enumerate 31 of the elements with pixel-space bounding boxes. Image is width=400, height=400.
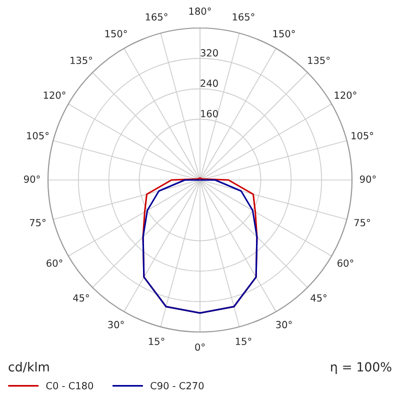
spoke-label: 60° bbox=[338, 259, 354, 267]
spoke-label: 45° bbox=[73, 294, 89, 302]
y-tick-label: 240 bbox=[200, 80, 218, 87]
spoke-label: 75° bbox=[354, 218, 370, 226]
spoke-label: 120° bbox=[334, 91, 356, 99]
legend-label: C0 - C180 bbox=[46, 382, 94, 390]
spoke-label: 150° bbox=[105, 30, 127, 38]
legend-label: C90 - C270 bbox=[150, 382, 204, 390]
text: η = 100% bbox=[331, 362, 392, 374]
y-tick-label: 160 bbox=[201, 110, 218, 118]
spoke-label: 165° bbox=[232, 13, 254, 21]
spoke-label: 60° bbox=[46, 259, 62, 267]
spoke-label: 105° bbox=[27, 132, 49, 140]
spoke-label: 0° bbox=[195, 343, 205, 351]
spoke-label: 45° bbox=[310, 294, 326, 302]
y-tick-label: 320 bbox=[200, 49, 218, 57]
spoke-label: 15° bbox=[148, 338, 164, 346]
text: cd/klm bbox=[8, 362, 49, 373]
spoke-label: 120° bbox=[44, 91, 66, 99]
spoke-label: 75° bbox=[30, 218, 46, 226]
spoke-label: 135° bbox=[308, 56, 330, 64]
spoke-label: 165° bbox=[146, 13, 168, 21]
spoke-label: 30° bbox=[276, 320, 292, 328]
spoke-label: 135° bbox=[70, 56, 92, 64]
spoke-label: 180° bbox=[189, 7, 211, 15]
spoke-label: 15° bbox=[236, 338, 252, 346]
spoke-label: 90° bbox=[24, 175, 40, 183]
spoke-label: 105° bbox=[352, 132, 374, 140]
spoke-label: 150° bbox=[273, 30, 295, 38]
spoke-label: 90° bbox=[360, 175, 376, 183]
spoke-label: 30° bbox=[108, 320, 124, 328]
